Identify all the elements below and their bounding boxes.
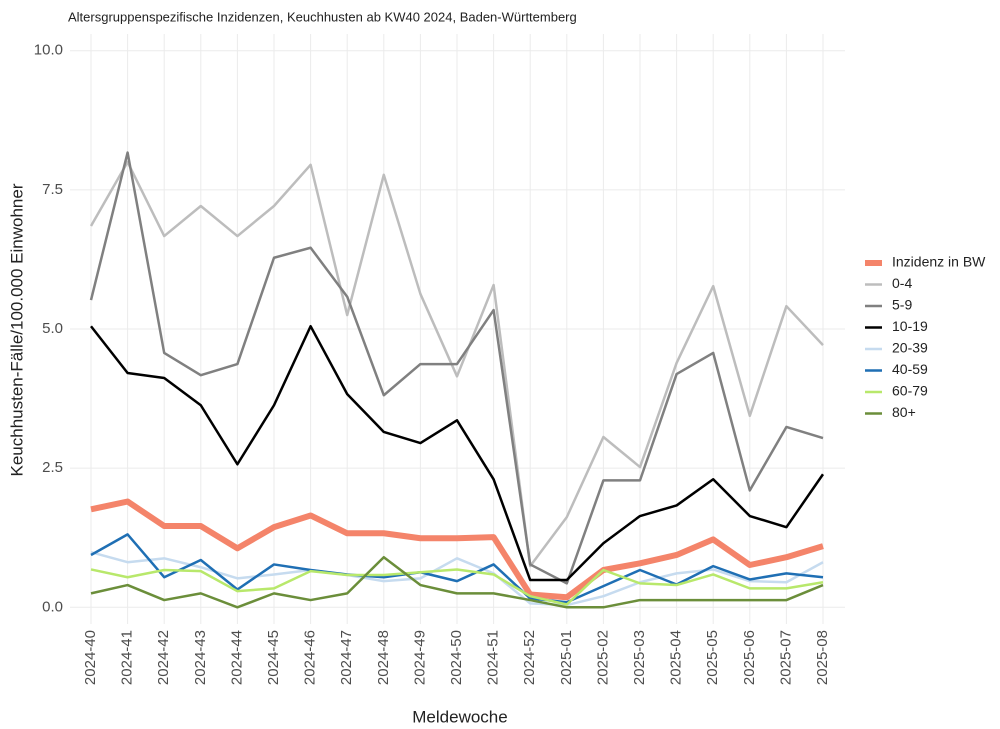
x-tick-label: 2024-46 [302,630,319,685]
series-line [90,324,825,582]
x-tick-label: 2024-40 [82,630,99,685]
y-tick-label: 5.0 [42,320,63,337]
legend-label: Inzidenz in BW [892,254,986,270]
series-line [89,151,824,585]
legend-label: 0-4 [892,275,912,291]
legend-label: 10-19 [892,318,928,334]
series-line [90,498,824,601]
x-tick-label: 2024-47 [338,630,355,685]
y-tick-label: 2.5 [42,459,63,476]
x-tick-label: 2024-51 [485,630,502,685]
x-tick-label: 2025-03 [631,630,648,685]
legend-label: 80+ [892,404,916,420]
series-line [90,555,824,609]
x-tick-label: 2025-07 [777,630,794,685]
y-tick-label: 0.0 [42,598,63,615]
x-axis-label: Meldewoche [412,707,507,726]
legend-label: 40-59 [892,361,928,377]
x-tick-label: 2025-02 [594,630,611,685]
x-tick-label: 2024-44 [228,630,245,685]
x-tick-label: 2025-08 [814,630,831,685]
series-line [90,568,824,606]
legend-label: 5-9 [892,297,912,313]
y-axis-label: Keuchhusten-Fälle/100.000 Einwohner [7,183,26,476]
x-tick-label: 2024-49 [411,630,428,685]
legend-label: 20-39 [892,340,928,356]
y-tick-label: 7.5 [42,181,63,198]
x-tick-label: 2024-43 [192,630,209,685]
x-tick-label: 2024-41 [119,630,136,685]
x-tick-label: 2024-52 [521,630,538,685]
x-tick-label: 2024-42 [155,630,172,685]
x-tick-label: 2025-06 [741,630,758,685]
legend-label: 60-79 [892,383,928,399]
series-line [89,160,824,568]
x-tick-label: 2024-48 [375,630,392,685]
series-line [90,533,824,604]
x-tick-label: 2025-04 [668,630,685,685]
y-tick-label: 10.0 [34,42,63,59]
x-tick-label: 2024-45 [265,630,282,685]
x-tick-label: 2025-05 [704,630,721,685]
chart-title: Altersgruppenspezifische Inzidenzen, Keu… [68,9,577,24]
x-tick-label: 2025-01 [558,630,575,685]
x-tick-label: 2024-50 [448,630,465,685]
